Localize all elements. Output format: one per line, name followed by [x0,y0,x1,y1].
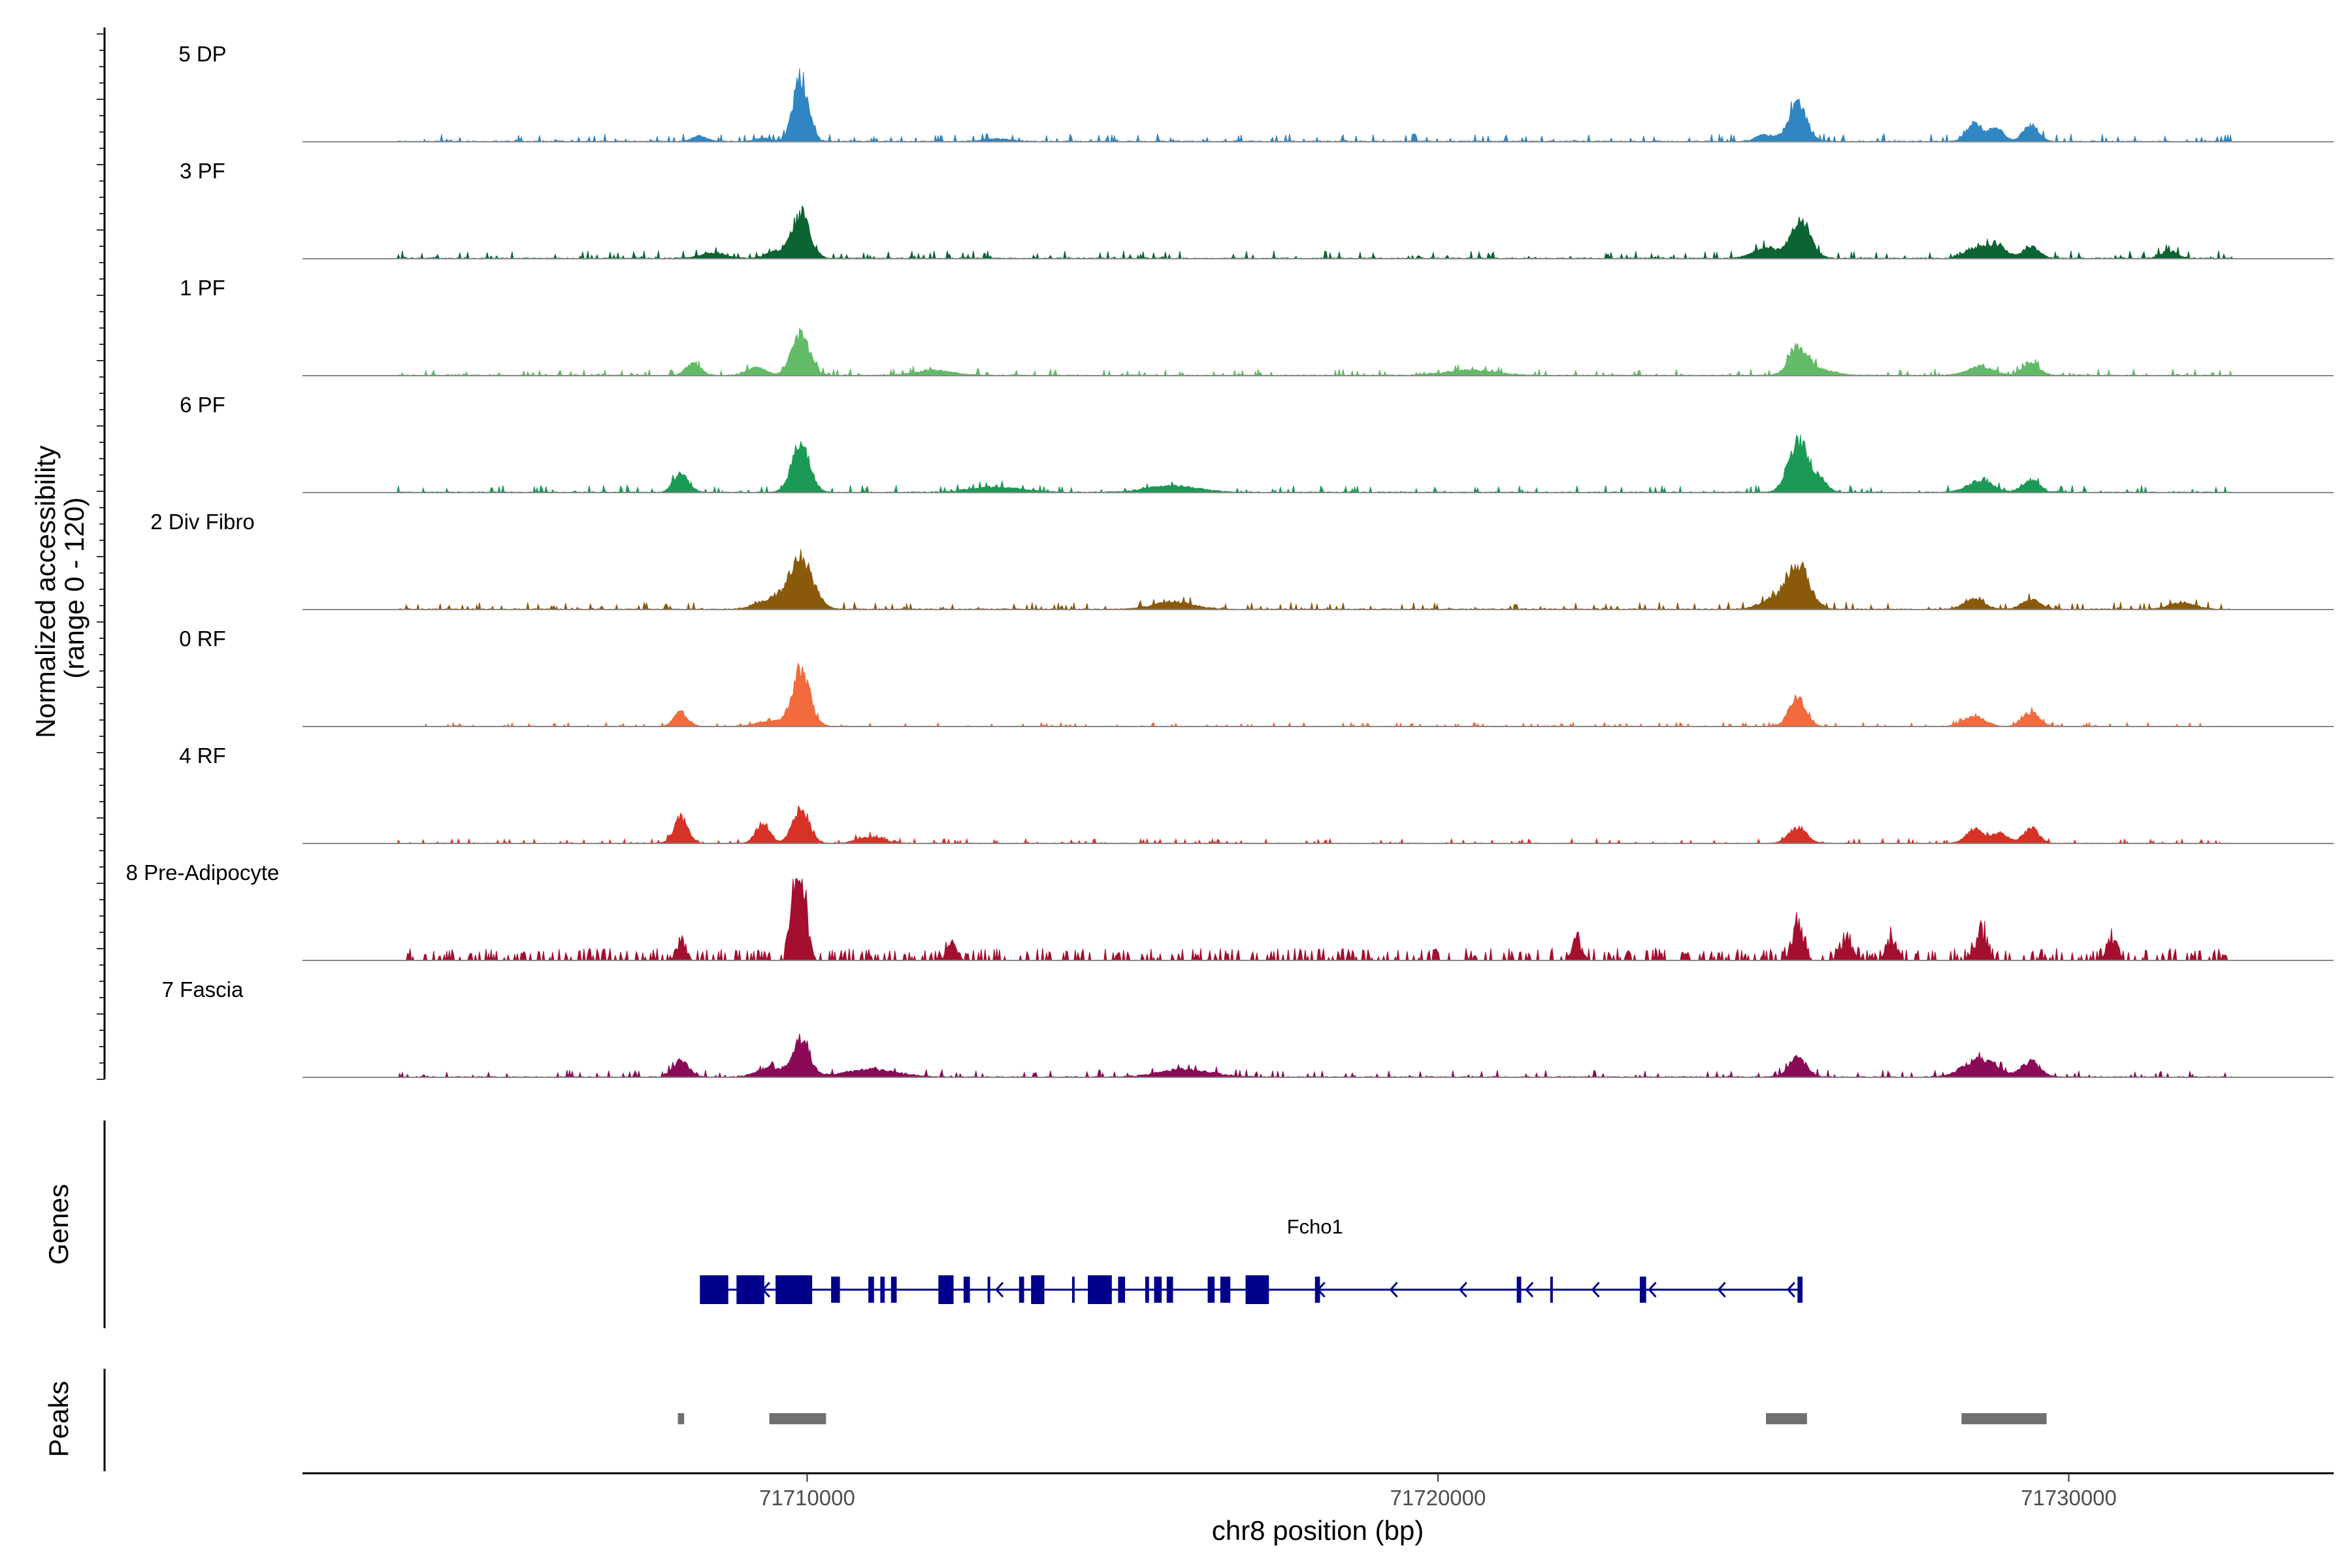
track-2-div-fibro: 2 Div Fibro [150,510,2334,611]
coverage-area [397,662,2233,728]
x-tick-label: 71710000 [759,1486,855,1510]
track-label: 0 RF [179,627,226,651]
gene-strand-arrow [1316,1281,1326,1298]
coverage-area [397,1034,2234,1079]
peak-region [678,1413,685,1424]
gene-exon [1071,1277,1075,1303]
track-4-rf: 4 RF [179,743,2334,845]
track-label: 5 DP [178,42,226,66]
gene-exon [736,1275,764,1304]
track-label: 1 PF [180,276,225,300]
coverage-area [397,68,2234,143]
gene-strand-arrow [1389,1281,1398,1298]
gene-exon [1166,1277,1173,1303]
gene-strand-arrow [1591,1281,1600,1298]
gene-strand-arrow [1786,1281,1795,1298]
track-0-rf: 0 RF [179,627,2334,728]
gene-exon [890,1277,897,1303]
coverage-area [397,549,2233,611]
y-axis-title: Normalized accessibility (range 0 - 120) [30,438,90,738]
gene-exon [1797,1277,1803,1303]
track-label: 2 Div Fibro [150,510,255,534]
track-8-pre-adipocyte: 8 Pre-Adipocyte [126,860,2334,962]
gene-exon [1031,1275,1045,1304]
track-label: 3 PF [180,159,225,183]
track-label: 6 PF [180,393,225,417]
gene-exon [700,1275,728,1304]
coverage-tracks: 5 DP 3 PF 1 PF 6 PF 2 Div Fibro 0 RF 4 RF 8 Pre… [126,42,2334,1079]
coverage-area [397,878,2233,962]
track-6-pf: 6 PF [180,393,2334,494]
x-axis-title: chr8 position (bp) [1212,1515,1424,1546]
gene-exon [1220,1277,1231,1303]
peaks-track-label: Peaks [43,1381,74,1458]
gene-strand-arrow [1717,1281,1726,1298]
gene-exon [1088,1275,1112,1304]
gene-strand-arrow [995,1281,1004,1298]
track-label: 4 RF [179,743,226,768]
gene-exon [1516,1277,1522,1303]
track-3-pf: 3 PF [180,159,2334,260]
track-7-fascia: 7 Fascia [162,977,2334,1079]
track-1-pf: 1 PF [180,276,2334,377]
gene-exon [1550,1277,1553,1303]
gene-exon [1639,1277,1646,1303]
gene-model: Fcho1 [700,1215,1803,1304]
coverage-area [397,434,2233,494]
gene-exon [1154,1277,1162,1303]
x-axis-ticks: 71710000 71720000 71730000 [759,1473,2117,1510]
peak-region [1961,1413,2047,1424]
coverage-area [397,205,2234,260]
peak-region [1766,1413,1807,1424]
peak-regions [678,1413,2047,1424]
gene-strand-arrow [1458,1281,1467,1298]
gene-exon [1145,1277,1149,1303]
gene-exon [880,1277,885,1303]
gene-exon [1207,1277,1215,1303]
gene-strand-arrow [1648,1281,1657,1298]
coverage-area [397,805,2233,845]
gene-exon [963,1277,970,1303]
gene-exon [938,1275,954,1304]
x-tick-label: 71730000 [2021,1486,2117,1510]
y-axis-title-line-1: Normalized accessibility [30,446,61,738]
gene-exon [1118,1277,1125,1303]
gene-strand-arrow [761,1281,770,1298]
track-label: 8 Pre-Adipocyte [126,860,280,885]
coverage-y-axis-ticks [97,33,105,1080]
x-tick-label: 71720000 [1390,1486,1486,1510]
gene-exon [831,1277,840,1303]
track-label: 7 Fascia [162,977,244,1002]
peak-region [769,1413,826,1424]
genes-track-label: Genes [43,1184,74,1265]
gene-strand-arrow [1525,1281,1534,1298]
gene-exon [1019,1277,1024,1303]
coverage-area [397,327,2233,377]
gene-exon [776,1275,813,1304]
gene-exon [987,1277,990,1303]
y-axis-title-line-2: (range 0 - 120) [59,497,90,679]
track-5-dp: 5 DP [178,42,2334,143]
gene-exon [1245,1275,1269,1304]
gene-name-label: Fcho1 [1287,1215,1343,1238]
gene-exon [868,1277,874,1303]
